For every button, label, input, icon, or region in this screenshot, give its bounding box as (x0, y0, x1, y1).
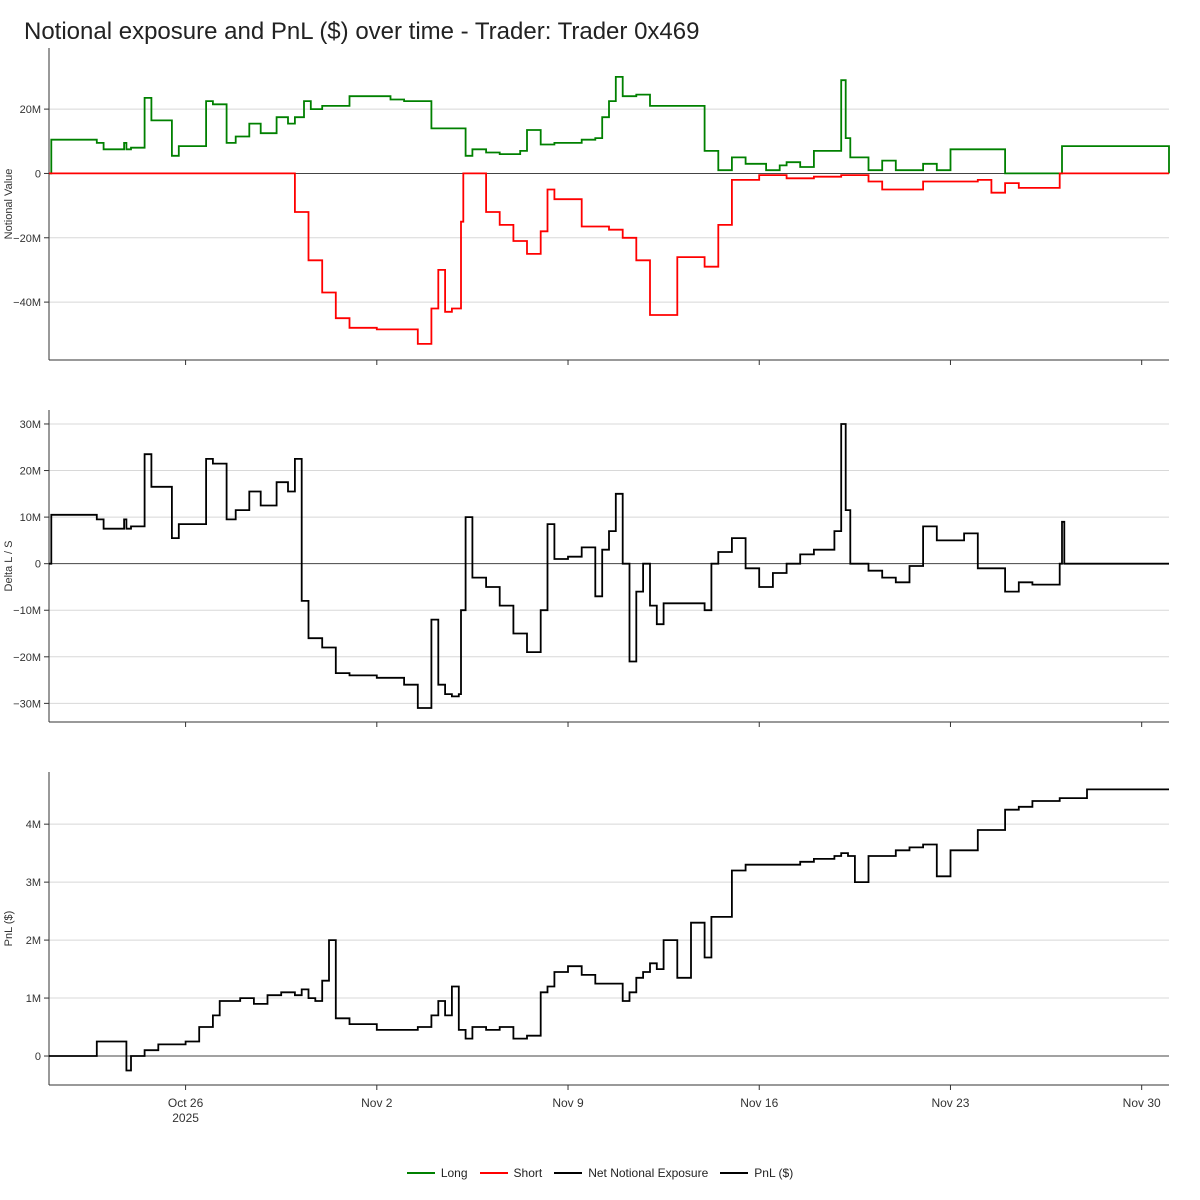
y-tick-label: 0 (35, 168, 41, 180)
legend-swatch-pnl (720, 1172, 749, 1174)
x-tick-label: Nov 30 (1123, 1096, 1161, 1110)
y-tick-label: −20M (13, 233, 41, 245)
y-tick-label: 3M (26, 877, 41, 889)
panel-delta-ls: 30M 20M 10M 0 −10M −20M −30M Delta L / S (3, 410, 1169, 727)
y-tick-label: −20M (13, 652, 41, 664)
y-tick-label: 30M (20, 419, 41, 431)
legend-label-short: Short (513, 1166, 543, 1180)
legend-label-net: Net Notional Exposure (588, 1166, 709, 1180)
legend-item-net[interactable]: Net Notional Exposure (554, 1166, 708, 1180)
x-tick-label: Nov 16 (740, 1096, 778, 1110)
y-tick-label: −30M (13, 698, 41, 710)
legend-label-long: Long (440, 1166, 468, 1180)
y-tick-label: 2M (26, 935, 41, 947)
y-tick-label: 0 (35, 1051, 41, 1063)
y-axis-label: Delta L / S (3, 541, 15, 592)
legend-item-short[interactable]: Short (479, 1166, 543, 1180)
y-tick-label: 1M (26, 993, 41, 1005)
y-tick-label: 20M (20, 104, 41, 116)
legend-label-pnl: PnL ($) (754, 1166, 794, 1180)
series-line-pnl (49, 788, 1169, 1072)
x-tick-label: Nov 9 (552, 1096, 584, 1110)
legend: Long Short Net Notional Exposure PnL ($) (0, 1166, 1200, 1180)
series-line-short (49, 172, 1169, 345)
chart-svg: 20M 0 −20M −40M Notional Value 30M 20M 10M 0 −10… (3, 48, 1170, 1125)
y-axis-label: Notional Value (3, 169, 15, 240)
panel-notional-value: 20M 0 −20M −40M Notional Value (3, 48, 1170, 365)
y-tick-label: 20M (20, 466, 41, 478)
legend-swatch-short (479, 1172, 508, 1174)
series-line-net-notional-exposure (49, 423, 1169, 709)
y-tick-label: −10M (13, 605, 41, 617)
x-tick-year-label: 2025 (172, 1111, 199, 1125)
legend-swatch-net (554, 1172, 583, 1174)
y-tick-label: −40M (13, 297, 41, 309)
y-tick-label: 4M (26, 819, 41, 831)
chart-title: Notional exposure and PnL ($) over time … (24, 18, 700, 45)
legend-item-pnl[interactable]: PnL ($) (720, 1166, 793, 1180)
y-axis-label: PnL ($) (3, 911, 15, 947)
x-tick-label: Oct 26 (168, 1096, 204, 1110)
x-tick-label: Nov 2 (361, 1096, 393, 1110)
y-tick-label: 10M (20, 512, 41, 524)
legend-swatch-long (406, 1172, 435, 1174)
x-tick-label: Nov 23 (931, 1096, 969, 1110)
series-line-long (49, 76, 1170, 175)
y-tick-label: 0 (35, 559, 41, 571)
legend-item-long[interactable]: Long (406, 1166, 468, 1180)
